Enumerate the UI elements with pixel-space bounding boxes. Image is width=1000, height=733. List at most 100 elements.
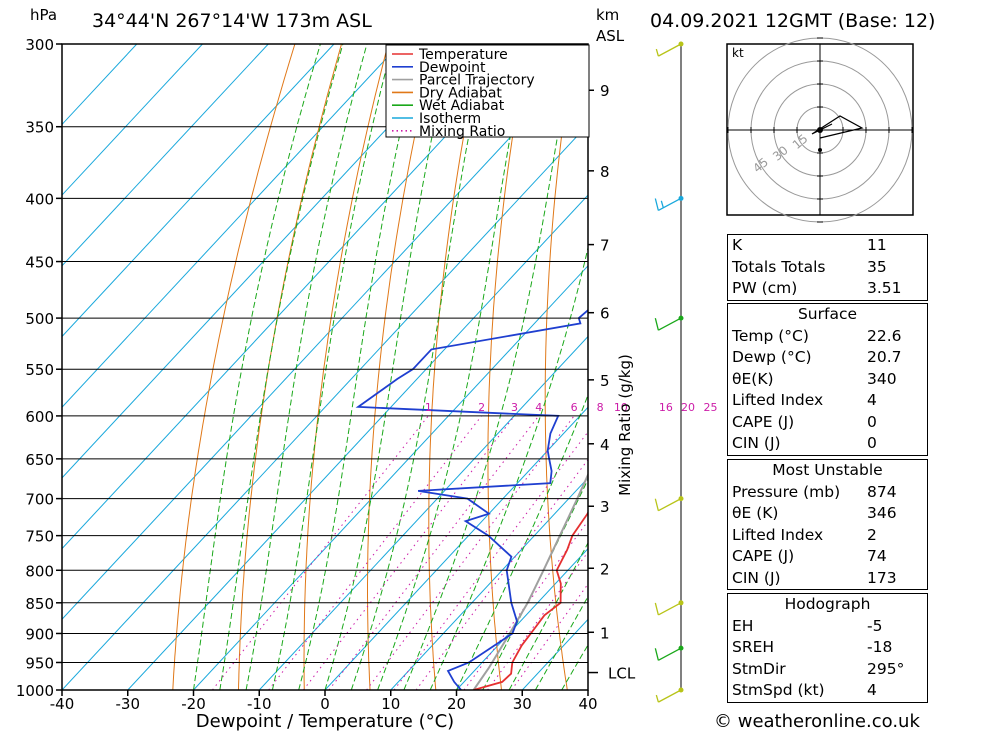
temp-tick-label: 30 xyxy=(513,695,532,713)
sreh-row: SREH -18 xyxy=(732,638,893,656)
dry-adiabat-line xyxy=(172,44,296,690)
isotherm-line xyxy=(62,123,588,690)
height-tick-label: 3 xyxy=(600,498,610,516)
wet-adiabat-line xyxy=(508,541,588,690)
height-tick-label: 6 xyxy=(600,305,610,323)
isotherm-line xyxy=(127,194,588,690)
wet-adiabat-line xyxy=(534,595,588,690)
height-tick-label: 4 xyxy=(600,436,610,454)
pressure-tick-label: 900 xyxy=(25,625,54,643)
totals-totals-row: Totals Totals 35 xyxy=(732,257,887,276)
wet-adiabat-line xyxy=(219,44,344,690)
surface-cin-row: CIN (J) 0 xyxy=(732,434,877,452)
wet-adiabat-line xyxy=(324,44,453,690)
hodograph-table: Hodograph EH -5 SREH -18 StmDir 295° StmSpd… xyxy=(727,593,928,703)
location-title: 34°44'N 267°14'W 173m ASL xyxy=(92,10,372,32)
mu-cape-row: CAPE (J) 74 xyxy=(732,547,887,565)
wind-barb-staff xyxy=(658,602,682,616)
hodograph-trace xyxy=(811,115,864,139)
legend-entry: Dewpoint xyxy=(419,60,486,76)
isotherm-line xyxy=(62,52,588,620)
dry-adiabat-line xyxy=(654,44,699,690)
legend-entry: Mixing Ratio xyxy=(419,124,505,140)
hodograph-title: Hodograph xyxy=(784,595,871,613)
wind-barb-flag xyxy=(654,648,659,661)
mixing-ratio-line xyxy=(415,458,588,690)
pressure-tick-label: 600 xyxy=(25,408,54,426)
temp-tick-label: 40 xyxy=(578,695,597,713)
stmdir-row: StmDir 295° xyxy=(732,659,905,678)
height-tick-label: 1 xyxy=(600,624,610,642)
hodograph-unit: kt xyxy=(732,46,744,60)
mu-li-row: Lifted Index 2 xyxy=(732,525,877,544)
surface-title: Surface xyxy=(797,305,858,323)
pressure-tick-label: 850 xyxy=(25,595,54,613)
wind-barb-flag xyxy=(654,198,659,211)
mixing-ratio-axis-label: Mixing Ratio (g/kg) xyxy=(616,354,634,496)
wet-adiabat-line xyxy=(271,44,394,690)
legend-box xyxy=(385,44,590,138)
wind-barb-flag xyxy=(654,498,659,511)
height-tick-label: 9 xyxy=(600,82,610,100)
mixing-ratio-line xyxy=(366,415,575,690)
mu-theta-row: θE (K) 346 xyxy=(732,504,897,522)
surface-dewp-row: Dewp (°C) 20.7 xyxy=(732,348,902,366)
km-unit: km xyxy=(596,6,620,24)
surface-li-row: Lifted Index 4 xyxy=(732,391,877,409)
mu-pressure-row: Pressure (mb) 874 xyxy=(732,482,897,501)
mixing-ratio-label: 8 xyxy=(597,401,604,414)
isotherm-line xyxy=(456,547,588,690)
mixing-ratio-label: 1 xyxy=(425,401,432,414)
mixing-ratio-line xyxy=(303,415,515,690)
stmspd-row: StmSpd (kt) 4 xyxy=(732,681,877,699)
dry-adiabat-line xyxy=(994,44,1000,690)
legend-entry: Dry Adiabat xyxy=(419,85,502,101)
temp-tick-label: -30 xyxy=(116,695,141,713)
height-tick-label: 7 xyxy=(600,237,610,255)
isotherm-line xyxy=(62,44,138,126)
height-tick-label: 2 xyxy=(600,560,610,578)
pressure-tick-label: 300 xyxy=(25,36,54,54)
wind-barb-half-flag xyxy=(655,48,659,57)
wind-barbs xyxy=(654,41,684,703)
isotherm-line xyxy=(62,44,335,338)
dry-adiabat-line xyxy=(428,44,482,690)
mixing-ratio-label: 25 xyxy=(704,401,718,414)
pressure-tick-label: 750 xyxy=(25,528,54,546)
wet-adiabat-line xyxy=(403,44,574,690)
eh-row: EH -5 xyxy=(732,616,883,635)
isotherm-line xyxy=(62,44,532,550)
mixing-ratio-label: 3 xyxy=(511,401,518,414)
hodograph-storm-motion xyxy=(818,148,822,152)
mixing-ratio-label: 20 xyxy=(681,401,695,414)
temp-tick-label: 0 xyxy=(320,695,330,713)
temp-tick-label: -40 xyxy=(50,695,75,713)
asl-unit: ASL xyxy=(596,27,625,45)
legend-entry: Parcel Trajectory xyxy=(419,73,535,89)
isotherm-line xyxy=(62,44,269,267)
pressure-tick-label: 350 xyxy=(25,119,54,137)
indices-table: K 11 Totals Totals 35 PW (cm) 3.51 xyxy=(727,234,928,301)
isotherm-line xyxy=(324,406,588,690)
mu-cin-row: CIN (J) 173 xyxy=(732,568,897,587)
pressure-tick-label: 800 xyxy=(25,562,54,580)
pressure-tick-label: 650 xyxy=(25,451,54,469)
credit: © weatheronline.co.uk xyxy=(714,711,920,732)
wind-barb-staff xyxy=(658,689,682,703)
isotherm-line xyxy=(62,44,203,196)
wet-adiabat-line xyxy=(377,44,528,690)
isotherm-line xyxy=(390,477,588,690)
surface-table: Surface Temp (°C) 22.6 Dewp (°C) 20.7 θE(K… xyxy=(727,303,928,456)
surface-cape-row: CAPE (J) 0 xyxy=(732,412,877,431)
isotherm-line xyxy=(258,335,588,690)
height-tick-label: 8 xyxy=(600,163,610,181)
pressure-tick-label: 1000 xyxy=(16,682,54,700)
most-unstable-title: Most Unstable xyxy=(772,461,883,479)
most-unstable-table: Most Unstable Pressure (mb) 874 θE (K) 346… xyxy=(727,459,928,590)
wind-barb-staff xyxy=(658,317,682,331)
wind-barb-staff xyxy=(658,647,682,661)
legend-entry: Temperature xyxy=(418,47,508,63)
pressure-unit: hPa xyxy=(30,6,58,24)
